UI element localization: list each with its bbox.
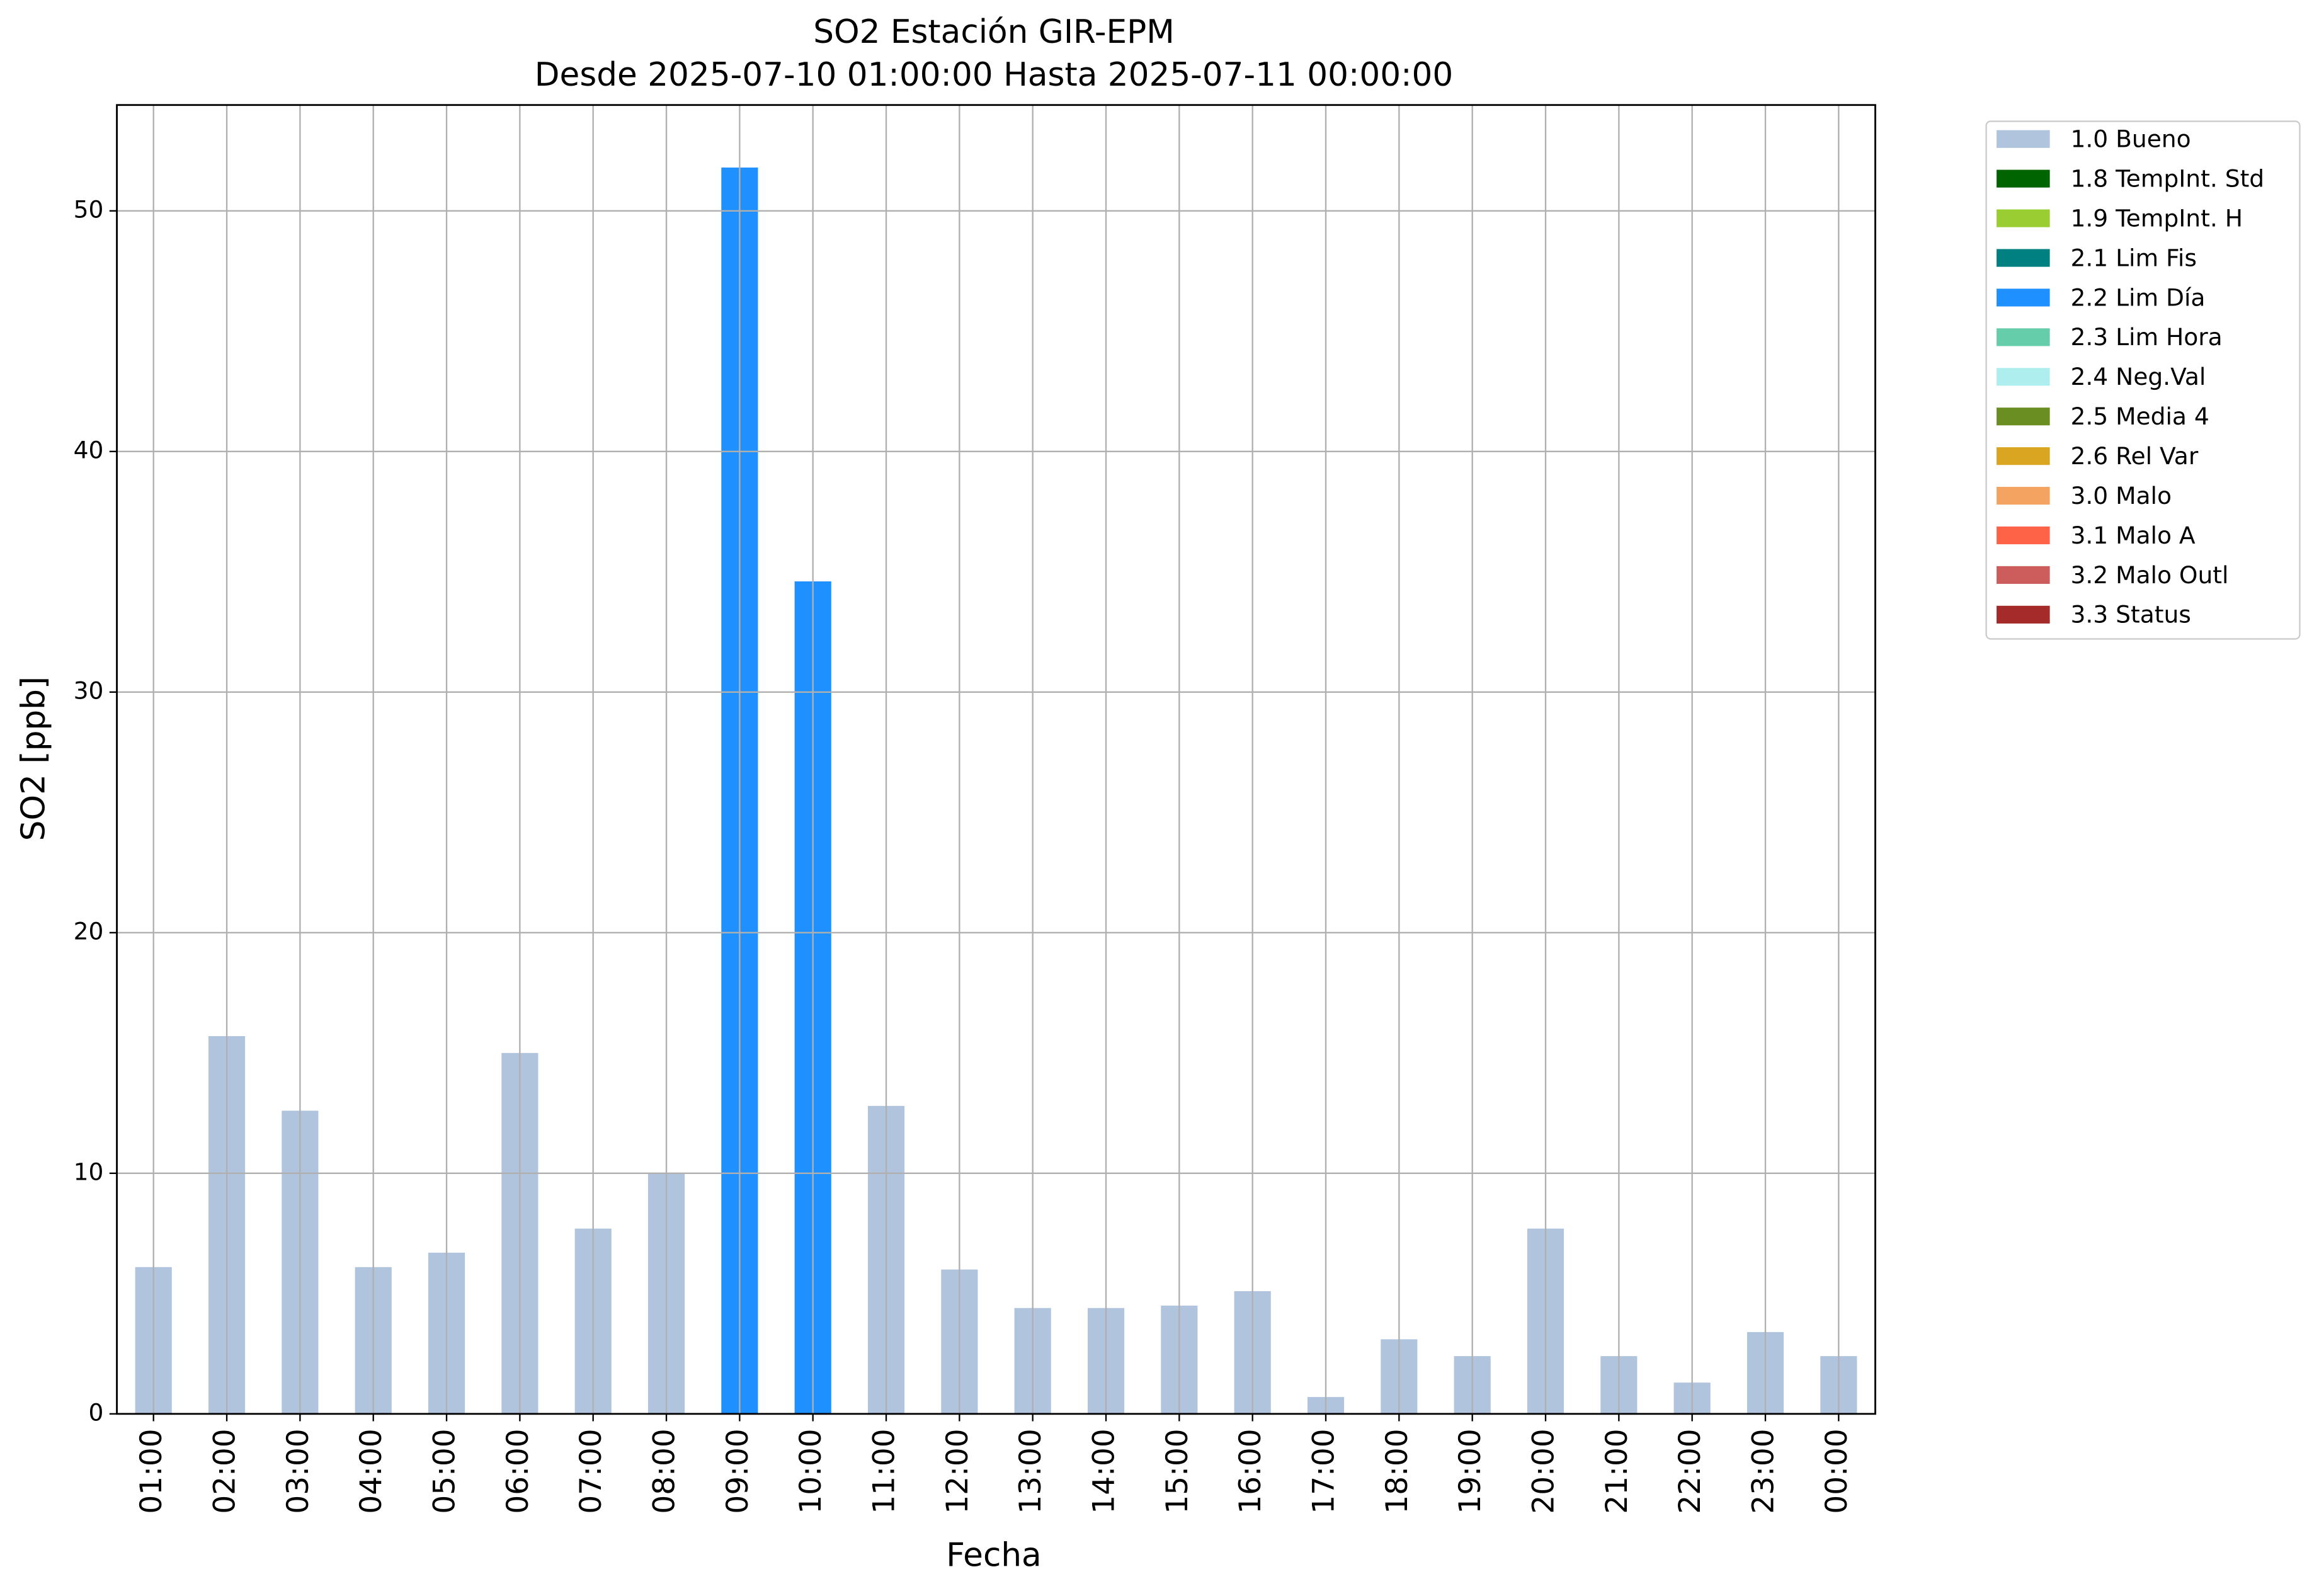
- legend-label: 2.2 Lim Día: [2070, 283, 2205, 311]
- x-tick-label: 02:00: [208, 1428, 242, 1513]
- chart-title: SO2 Estación GIR-EPM: [813, 13, 1175, 51]
- legend-label: 2.3 Lim Hora: [2070, 323, 2222, 351]
- x-tick-label: 16:00: [1233, 1428, 1268, 1513]
- legend-label: 2.4 Neg.Val: [2070, 363, 2206, 390]
- legend-swatch: [1997, 169, 2050, 188]
- x-tick-label: 21:00: [1600, 1428, 1634, 1513]
- legend-swatch: [1997, 447, 2050, 465]
- legend-swatch: [1997, 487, 2050, 505]
- y-tick-label: 0: [89, 1398, 104, 1426]
- x-tick-label: 17:00: [1307, 1428, 1342, 1513]
- x-tick-label: 08:00: [647, 1428, 682, 1513]
- plot-frame: [116, 104, 1876, 1415]
- x-tick-label: 01:00: [134, 1428, 169, 1513]
- legend-label: 2.5 Media 4: [2070, 402, 2209, 430]
- legend-label: 3.3 Status: [2070, 601, 2191, 629]
- x-tick-label: 04:00: [354, 1428, 389, 1513]
- legend-label: 3.0 Malo: [2070, 482, 2172, 510]
- legend-swatch: [1997, 368, 2050, 386]
- legend-frame: [1985, 120, 2301, 640]
- x-tick-label: 15:00: [1160, 1428, 1195, 1513]
- x-tick-label: 05:00: [428, 1428, 462, 1513]
- legend-swatch: [1997, 249, 2050, 267]
- legend-label: 1.8 TempInt. Std: [2070, 165, 2264, 193]
- x-tick-label: 11:00: [867, 1428, 902, 1513]
- legend-label: 2.6 Rel Var: [2070, 442, 2198, 470]
- y-tick-label: 30: [74, 676, 104, 704]
- legend-swatch: [1997, 526, 2050, 545]
- legend-label: 3.1 Malo A: [2070, 522, 2195, 549]
- x-tick-label: 07:00: [574, 1428, 608, 1513]
- x-tick-label: 19:00: [1453, 1428, 1488, 1513]
- x-tick-label: 23:00: [1746, 1428, 1781, 1513]
- x-tick-label: 06:00: [501, 1428, 535, 1513]
- x-tick-label: 13:00: [1013, 1428, 1048, 1513]
- legend-swatch: [1997, 288, 2050, 307]
- legend-swatch: [1997, 605, 2050, 624]
- legend-label: 2.1 Lim Fis: [2070, 244, 2196, 271]
- x-tick-label: 22:00: [1673, 1428, 1707, 1513]
- y-tick-label: 10: [74, 1158, 104, 1185]
- legend-label: 1.9 TempInt. H: [2070, 204, 2243, 232]
- x-tick-label: 00:00: [1820, 1428, 1854, 1513]
- chart-subtitle: Desde 2025-07-10 01:00:00 Hasta 2025-07-…: [535, 56, 1453, 94]
- legend-swatch: [1997, 566, 2050, 584]
- x-tick-label: 12:00: [940, 1428, 975, 1513]
- y-axis-label: SO2 [ppb]: [14, 676, 52, 841]
- x-tick-label: 10:00: [794, 1428, 828, 1513]
- x-tick-label: 03:00: [281, 1428, 316, 1513]
- legend-swatch: [1997, 408, 2050, 426]
- y-tick-label: 50: [74, 195, 104, 223]
- x-tick-label: 09:00: [721, 1428, 755, 1513]
- legend-label: 1.0 Bueno: [2070, 125, 2191, 153]
- legend-swatch: [1997, 209, 2050, 227]
- x-tick-label: 18:00: [1380, 1428, 1415, 1513]
- legend-swatch: [1997, 130, 2050, 148]
- y-tick-label: 20: [74, 917, 104, 945]
- x-tick-label: 14:00: [1087, 1428, 1122, 1513]
- x-axis-label: Fecha: [946, 1537, 1041, 1575]
- x-tick-label: 20:00: [1527, 1428, 1561, 1513]
- y-tick-label: 40: [74, 436, 104, 464]
- legend-swatch: [1997, 328, 2050, 346]
- legend-label: 3.2 Malo Outl: [2070, 561, 2228, 589]
